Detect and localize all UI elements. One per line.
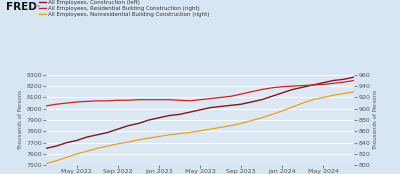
Y-axis label: Thousands of Persons: Thousands of Persons (373, 90, 378, 150)
Y-axis label: Thousands of Persons: Thousands of Persons (18, 90, 23, 150)
Legend: All Employees, Construction (left), All Employees, Residential Building Construc: All Employees, Construction (left), All … (39, 0, 209, 17)
Text: FRED: FRED (6, 2, 37, 12)
Text: ~: ~ (33, 2, 40, 11)
